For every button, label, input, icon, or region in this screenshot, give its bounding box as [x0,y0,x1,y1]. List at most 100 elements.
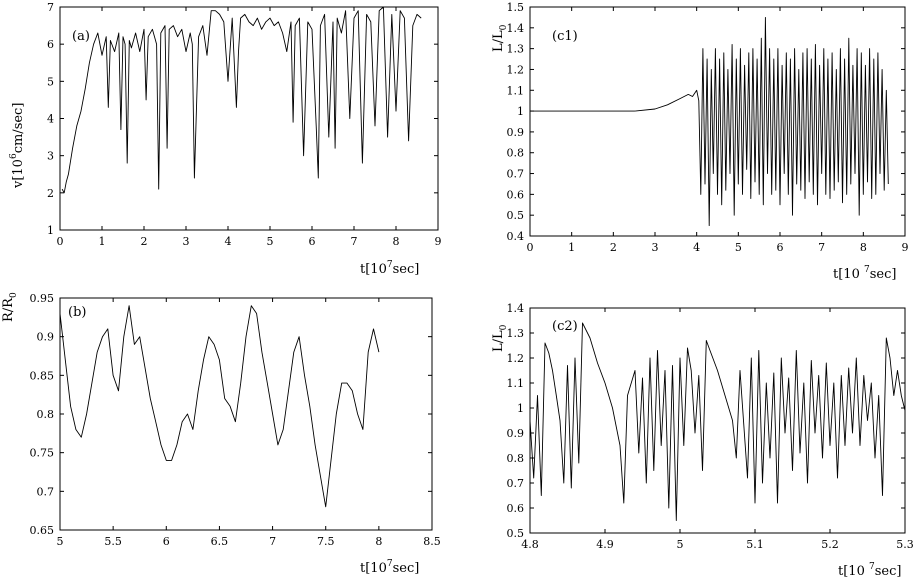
y-tick-label-b: 0.9 [37,331,55,344]
series-line-c1 [530,16,889,227]
x-tick-label-c2: 4.9 [596,538,614,551]
panel-label-b: (b) [68,305,86,320]
y-axis-title-a-text: v[10 [11,159,26,189]
x-tick-label-c2: 5.1 [746,538,764,551]
y-axis-title-b-subscript: 0 [9,292,19,298]
y-axis-title-c2-subscript: 0 [499,324,509,330]
x-axis-title-b: t[107sec] [360,559,419,576]
x-tick-label-a: 3 [183,235,190,248]
x-tick-label-b: 7.5 [317,535,335,548]
y-tick-label-c2: 0.7 [507,477,525,490]
x-tick-label-a: 8 [393,235,400,248]
panel-c1: 0 1 2 3 4 5 6 7 8 9 0.4 0.5 0.6 0.7 0.8 0.9 1 1.1 1.2 1.3 1.… [491,1,909,282]
y-tick-label-c1: 0.7 [507,168,525,181]
y-axis-title-a: v[106cm/sec] [9,103,26,189]
y-tick-label-a: 6 [47,38,54,51]
plot-frame-b [59,297,433,531]
y-tick-label-c1: 1.5 [507,1,525,14]
x-axis-title-b-text: t[10 [360,561,387,576]
panel-b: 5 5.5 6 6.5 7 7.5 8 8.5 0.65 0.7 0.75 0.8 0.85 0.9 0.9… [1,292,441,576]
x-tick-label-c2: 5.3 [896,538,914,551]
y-axis-title-b: R/R0 [1,292,19,322]
x-tick-label-b: 8 [375,535,382,548]
x-axis-title-c2-exponent: 7 [869,562,875,572]
x-tick-label-c1: 5 [735,241,742,254]
y-axis-title-c2: L/L0 [491,324,509,352]
x-tick-label-c1: 4 [693,241,700,254]
x-axis-title-c1-text: t[10 [833,267,864,282]
plot-frame-c1 [529,6,906,237]
x-axis-title-c2-text: t[10 [838,564,869,577]
x-tick-label-b: 6 [163,535,170,548]
x-tick-label-b: 8.5 [423,535,441,548]
y-tick-label-b: 0.85 [30,369,55,382]
x-tick-label-c1: 6 [777,241,784,254]
x-axis-title-a-unit: sec] [393,262,420,277]
y-tick-label-c1: 1.3 [507,43,525,56]
y-tick-label-c1: 0.5 [507,209,525,222]
x-tick-label-a: 4 [225,235,232,248]
x-axis-title-c2-unit: sec] [875,564,902,577]
x-tick-label-c1: 8 [860,241,867,254]
y-axis-title-c1-subscript: 0 [499,24,509,30]
x-tick-label-c2: 4.8 [521,538,539,551]
x-tick-label-c1: 2 [610,241,617,254]
x-tick-label-b: 7 [269,535,276,548]
y-tick-label-c1: 0.4 [507,230,525,243]
y-tick-label-a: 1 [47,224,54,237]
x-tick-label-c2: 5 [677,538,684,551]
panel-c2: 4.8 4.9 5 5.1 5.2 5.3 0.5 0.6 0.7 0.8 0.9 1 1.1 1.2 1.… [491,302,914,577]
x-tick-label-a: 1 [99,235,106,248]
x-tick-label-a: 9 [435,235,442,248]
y-tick-label-c2: 1.1 [507,377,525,390]
y-tick-label-b: 0.65 [30,524,55,537]
x-axis-title-b-unit: sec] [393,561,420,576]
y-axis-title-a-exponent: 6 [9,153,19,159]
y-axis-title-c2-text: L/L [491,330,506,352]
x-tick-label-c1: 3 [652,241,659,254]
y-tick-label-c1: 1.2 [507,63,525,76]
x-axis-title-c1: t[10 7sec] [833,265,896,282]
x-axis-title-c2: t[10 7sec] [838,562,901,577]
y-tick-label-c2: 1 [517,402,524,415]
panel-label-a: (a) [72,29,90,44]
x-tick-label-c1: 1 [568,241,575,254]
panel-label-c1: (c1) [552,29,578,44]
y-tick-label-b: 0.95 [30,292,55,305]
y-tick-label-b: 0.7 [37,485,55,498]
y-tick-label-c1: 1 [517,105,524,118]
y-tick-label-c2: 0.9 [507,427,525,440]
x-tick-label-a: 7 [351,235,358,248]
y-tick-label-c1: 1.4 [507,22,525,35]
y-tick-label-c1: 0.8 [507,147,525,160]
y-tick-label-c1: 0.9 [507,126,525,139]
y-tick-label-c2: 0.8 [507,452,525,465]
y-tick-label-c2: 1.4 [507,302,525,315]
x-axis-title-a-text: t[10 [360,262,387,277]
x-tick-label-c1: 9 [902,241,909,254]
series-line-b [59,305,380,508]
x-axis-title-b-exponent: 7 [387,559,393,569]
y-tick-label-c1: 0.6 [507,188,525,201]
x-tick-label-b: 5.5 [104,535,122,548]
panel-a: 0 1 2 3 4 5 6 7 8 91234567(a)t[107sec]v[106cm/sec… [9,1,442,277]
x-tick-label-a: 5 [267,235,274,248]
y-tick-label-a: 5 [47,75,54,88]
x-axis-title-a-exponent: 7 [387,260,393,270]
y-tick-label-c2: 1.2 [507,352,525,365]
y-tick-label-a: 2 [47,187,54,200]
series-line-a [61,6,422,194]
y-tick-label-c2: 0.5 [507,527,525,540]
x-tick-label-a: 6 [309,235,316,248]
y-tick-label-c2: 0.6 [507,502,525,515]
x-axis-title-c1-unit: sec] [870,267,897,282]
y-tick-label-b: 0.8 [37,408,55,421]
y-tick-label-a: 3 [47,150,54,163]
y-tick-label-c2: 1.3 [507,327,525,340]
y-axis-title-a-unit: cm/sec] [11,103,26,154]
y-tick-label-a: 4 [47,113,54,126]
x-tick-label-b: 5 [57,535,64,548]
y-tick-label-b: 0.75 [30,447,55,460]
series-line-c2 [529,322,906,521]
